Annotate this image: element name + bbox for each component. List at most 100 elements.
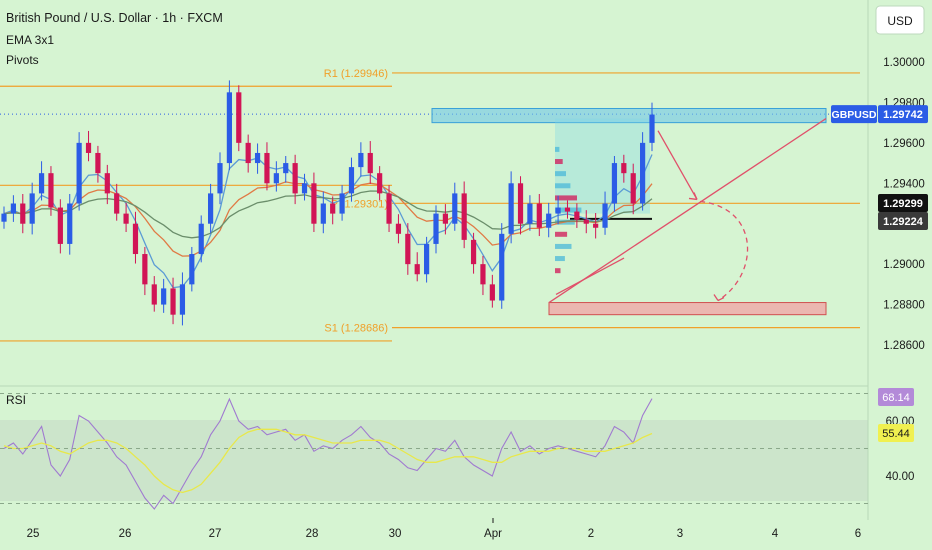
candle-body	[76, 142, 82, 204]
candle-body	[470, 239, 477, 265]
indicator-pivots-label[interactable]: Pivots	[6, 53, 39, 67]
price-tag-pivot-value: 1.29299	[883, 198, 923, 210]
candle-body	[226, 92, 232, 164]
candle-body	[85, 142, 92, 153]
candle-body	[283, 163, 289, 174]
candle-body	[320, 203, 326, 224]
time-tick-label: 27	[209, 528, 222, 540]
trend-line-ascending[interactable]	[548, 118, 827, 304]
candle-body	[377, 173, 383, 194]
candle-body	[602, 203, 608, 228]
forecast-arrow[interactable]	[657, 130, 698, 200]
candle-body	[452, 193, 458, 224]
candle-body	[517, 183, 524, 224]
candle-body	[114, 193, 120, 214]
axes: 1.300001.298001.296001.294001.290001.288…	[27, 57, 928, 540]
time-tick-label: 30	[389, 528, 402, 540]
rsi-lines	[0, 393, 868, 510]
rsi-value-tag[interactable]	[878, 424, 914, 442]
candle-body	[546, 213, 552, 228]
ema-slow-line	[3, 190, 653, 239]
candle-body	[132, 223, 139, 255]
time-tick-label: 3	[677, 528, 683, 540]
time-tick-label: 26	[119, 528, 132, 540]
price-tick-label: 1.28600	[883, 340, 925, 352]
rsi-label[interactable]: RSI	[6, 393, 26, 407]
candle-body	[386, 193, 392, 224]
resistance-zone[interactable]	[431, 107, 827, 124]
rsi-band	[0, 420, 868, 501]
candle-body	[424, 243, 430, 275]
rsi-ma-line	[3, 428, 653, 494]
price-tick-label: 1.29400	[883, 178, 925, 190]
candle-body	[161, 288, 167, 305]
candle-body	[151, 284, 157, 305]
candle-body	[189, 254, 195, 285]
candle-body	[583, 219, 589, 224]
currency-button[interactable]: USD	[875, 5, 925, 35]
candle-body	[264, 152, 270, 184]
volume-profile-bar	[555, 231, 568, 237]
price-tag-level[interactable]	[878, 212, 928, 230]
candle-body	[640, 142, 646, 204]
candle-body	[348, 167, 355, 194]
candle-body	[395, 223, 402, 234]
forecast-arrow-head[interactable]	[688, 192, 698, 201]
price-tag-level-value: 1.29224	[883, 216, 924, 228]
volume-profile-bar	[555, 243, 572, 249]
candle-body	[630, 173, 636, 204]
price-tick-label: 1.29600	[883, 138, 925, 150]
pivot-label-r1: R1 (1.29946)	[324, 68, 388, 80]
candle-body	[593, 223, 599, 228]
candle-body	[170, 288, 176, 315]
rsi-value-tag[interactable]	[878, 388, 914, 406]
candle-body	[367, 152, 373, 174]
symbol-tag[interactable]	[831, 105, 877, 124]
price-tag-pivot[interactable]	[878, 194, 928, 212]
price-tick-label: 1.29000	[883, 259, 925, 271]
candle-body	[245, 142, 251, 164]
candle-body	[292, 163, 298, 194]
candle-body	[611, 163, 618, 204]
ema-medium-line	[3, 181, 653, 257]
indicator-ema-label[interactable]: EMA 3x1	[6, 33, 54, 47]
candle-body	[433, 213, 439, 244]
pivot-label-s1: S1 (1.28686)	[324, 323, 388, 335]
rsi-value-tag-label: 68.14	[882, 392, 910, 404]
time-tick-label: 4	[772, 528, 779, 540]
price-axis[interactable]	[868, 0, 932, 550]
candle-body	[67, 203, 73, 244]
candle-body	[254, 152, 261, 164]
candle-body	[442, 213, 448, 224]
time-tick-label: 2	[588, 528, 594, 540]
volume-profile-bar	[555, 256, 565, 262]
volume-profile-bar	[555, 159, 563, 165]
support-zone[interactable]	[548, 302, 827, 316]
chart-title: British Pound / U.S. Dollar · 1h · FXCM	[6, 11, 223, 25]
candle-body	[489, 284, 495, 301]
forecast-path-arrow-head[interactable]	[713, 294, 725, 302]
candle-body	[358, 152, 364, 168]
candle-body	[104, 173, 110, 194]
volume-profile-bar	[555, 146, 560, 152]
time-tick-label: 6	[855, 528, 861, 540]
price-tick-label: 1.30000	[883, 57, 925, 69]
time-tick-label: 25	[27, 528, 40, 540]
candle-body	[564, 207, 571, 212]
pivot-label-p: P (1.29301)	[331, 198, 388, 210]
time-tick-label: 28	[306, 528, 319, 540]
candle-body	[311, 183, 317, 224]
candle-body	[95, 152, 101, 174]
price-pane[interactable]	[0, 0, 868, 385]
candle-body	[198, 223, 204, 255]
candle-body	[330, 203, 336, 214]
volume-profile-bar	[555, 183, 571, 189]
candle-body	[621, 163, 627, 174]
price-tag-last[interactable]	[878, 105, 928, 124]
candle-body	[57, 207, 63, 244]
candle-body	[10, 203, 16, 214]
price-tick-label: 1.28800	[883, 300, 925, 312]
forecast-path-dashed[interactable]	[699, 200, 749, 302]
trend-line-inner[interactable]	[555, 257, 625, 296]
